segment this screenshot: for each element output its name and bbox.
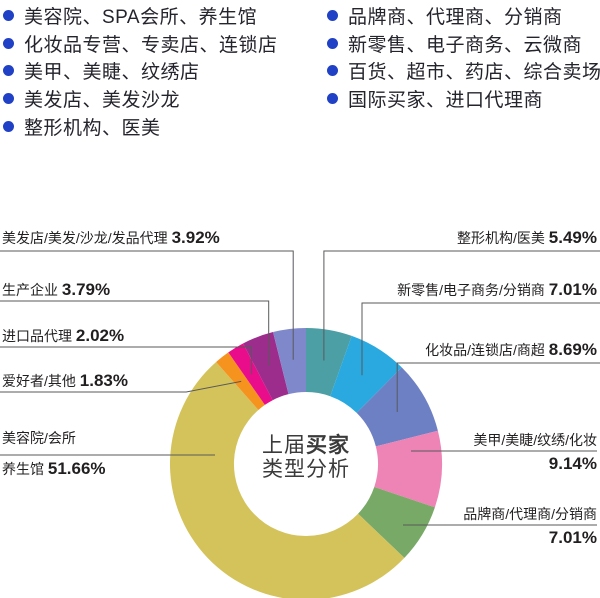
center-title-line1-regular: 上届: [262, 434, 306, 457]
leader-line-slice-2: [396, 362, 600, 412]
callout-manufacturer: 生产企业 3.79%: [2, 280, 110, 300]
callout-nail-lash: 美甲/美睫/纹绣/化妆 9.14%: [473, 431, 597, 473]
legend-list-right: 品牌商、代理商、分销商 新零售、电子商务、云微商 百货、超市、药店、综合卖场 国际买家…: [327, 2, 600, 112]
callout-cosmetics-chain: 化妆品/连锁店/商超 8.69%: [425, 340, 597, 360]
callout-pct: 3.92%: [171, 228, 220, 247]
bullet-icon: [327, 37, 338, 49]
callout-label: 美容院/会所: [2, 430, 76, 446]
legend-item-label: 化妆品专营、专卖店、连锁店: [24, 34, 278, 56]
bullet-icon: [327, 10, 338, 22]
legend-item-label: 新零售、电子商务、云微商: [348, 34, 583, 56]
pie-slice-5: [169, 361, 405, 598]
legend-item-label: 整形机构、医美: [24, 117, 161, 139]
legend-item: 美发店、美发沙龙: [3, 85, 278, 113]
bullet-icon: [3, 37, 14, 49]
callout-label: 新零售/电子商务/分销商: [397, 282, 549, 298]
bullet-icon: [327, 65, 338, 77]
legend-item-label: 品牌商、代理商、分销商: [348, 7, 563, 29]
legend-item: 国际买家、进口代理商: [327, 85, 600, 113]
callout-label: 生产企业: [2, 282, 62, 298]
callout-label: 整形机构/医美: [457, 230, 549, 246]
pie-slice-3: [374, 430, 443, 508]
callout-pct: 3.79%: [61, 280, 111, 299]
pie-slice-1: [330, 335, 402, 413]
leader-line-slice-0: [323, 250, 600, 361]
pie-slice-0: [306, 328, 352, 397]
callout-hairdresser: 美发店/美发/沙龙/发品代理 3.92%: [2, 228, 220, 248]
callout-import-agent: 进口品代理 2.02%: [2, 326, 124, 346]
leader-line-slice-7: [0, 346, 253, 375]
leader-line-slice-1: [361, 302, 600, 376]
legend-item: 整形机构、医美: [3, 112, 278, 140]
pie-slice-8: [242, 332, 289, 401]
center-title-line1-bold: 买家: [306, 434, 350, 457]
bullet-icon: [3, 65, 14, 77]
callout-label: 美甲/美睫/纹绣/化妆: [473, 432, 597, 448]
callout-pct: 7.01%: [548, 280, 597, 299]
chart-center-title: 上届买家 类型分析: [206, 434, 406, 482]
pie-slice-7: [228, 343, 273, 405]
legend-item: 化妆品专营、专卖店、连锁店: [3, 30, 278, 58]
callout-label: 进口品代理: [2, 328, 76, 344]
callout-pct: 2.02%: [75, 326, 125, 345]
callout-pct: 8.69%: [548, 340, 597, 359]
callout-label: 养生馆: [2, 461, 48, 477]
pie-slice-4: [358, 486, 435, 558]
legend-item-label: 美容院、SPA会所、养生馆: [24, 7, 258, 29]
callout-label: 美发店/美发/沙龙/发品代理: [2, 230, 172, 246]
center-title-line2: 类型分析: [262, 458, 350, 481]
callout-hobbyist-other: 爱好者/其他 1.83%: [2, 371, 128, 391]
legend-item-label: 百货、超市、药店、综合卖场: [348, 62, 600, 84]
legend-item: 百货、超市、药店、综合卖场: [327, 57, 600, 85]
legend-item-label: 国际买家、进口代理商: [348, 90, 544, 112]
legend-item-label: 美发店、美发沙龙: [24, 90, 181, 112]
callout-pct: 51.66%: [47, 459, 106, 478]
callout-label: 爱好者/其他: [2, 373, 80, 389]
legend-item: 品牌商、代理商、分销商: [327, 2, 600, 30]
leader-line-slice-6: [0, 380, 242, 393]
pie-slice-9: [273, 328, 306, 395]
callout-plastic-medical: 整形机构/医美 5.49%: [457, 228, 597, 248]
callout-beauty-salon: 美容院/会所 养生馆 51.66%: [2, 429, 106, 479]
bullet-icon: [3, 120, 14, 132]
callout-pct: 1.83%: [79, 371, 128, 390]
callout-new-retail: 新零售/电子商务/分销商 7.01%: [397, 280, 597, 300]
callout-pct: 5.49%: [548, 228, 597, 247]
legend-item: 美甲、美睫、纹绣店: [3, 57, 278, 85]
callout-label: 品牌商/代理商/分销商: [463, 506, 597, 522]
leader-line-slice-8: [0, 300, 270, 366]
bullet-icon: [3, 93, 14, 105]
callout-brand-distributor: 品牌商/代理商/分销商 7.01%: [463, 505, 597, 547]
callout-pct: 9.14%: [548, 454, 597, 473]
bullet-icon: [3, 10, 14, 22]
callout-label: 化妆品/连锁店/商超: [425, 342, 549, 358]
leader-line-slice-9: [0, 250, 294, 360]
bullet-icon: [327, 93, 338, 105]
legend-item: 新零售、电子商务、云微商: [327, 30, 600, 58]
callout-pct: 7.01%: [548, 528, 597, 547]
legend-list-left: 美容院、SPA会所、养生馆 化妆品专营、专卖店、连锁店 美甲、美睫、纹绣店 美发店、美…: [3, 2, 278, 140]
legend-item: 美容院、SPA会所、养生馆: [3, 2, 278, 30]
legend-item-label: 美甲、美睫、纹绣店: [24, 62, 200, 84]
